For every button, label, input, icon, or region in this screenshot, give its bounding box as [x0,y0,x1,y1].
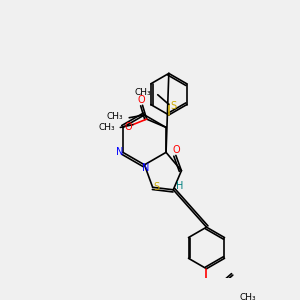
Text: H: H [176,182,183,191]
Text: CH₃: CH₃ [106,112,123,121]
Text: S: S [170,101,176,111]
Text: CH₃: CH₃ [240,293,256,300]
Text: CH₃: CH₃ [134,88,151,97]
Text: CH₃: CH₃ [98,123,115,132]
Text: N: N [116,147,123,158]
Text: N: N [142,163,149,173]
Text: O: O [137,95,145,105]
Text: O: O [125,122,133,132]
Text: O: O [172,145,180,155]
Text: S: S [153,182,159,192]
